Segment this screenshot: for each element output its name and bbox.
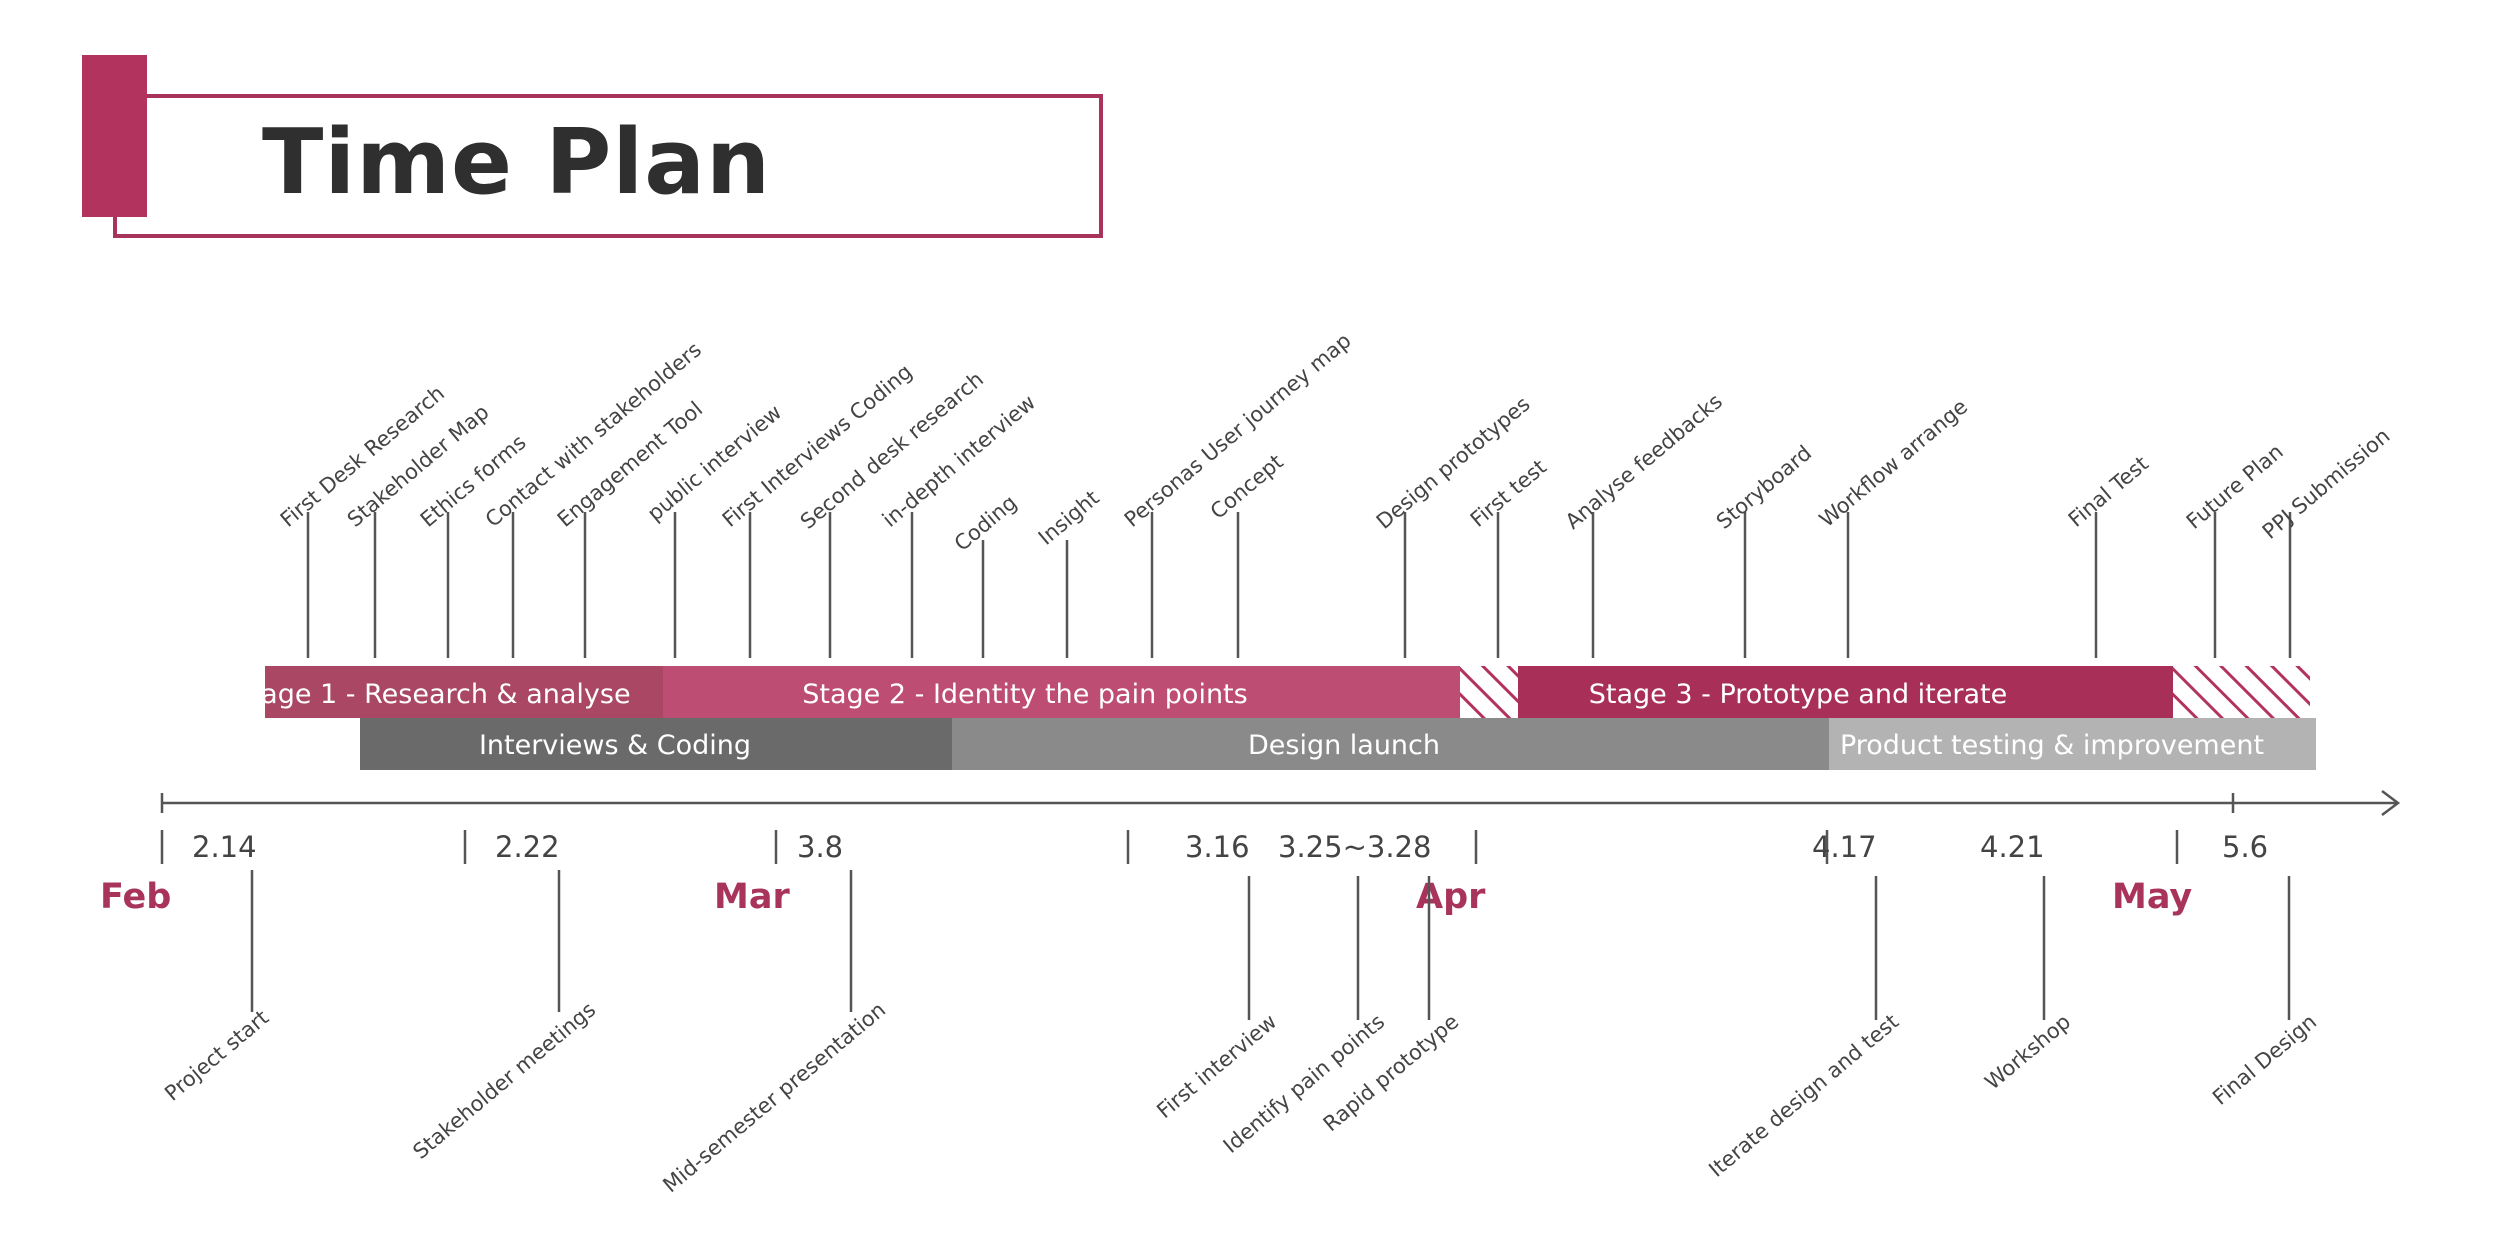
- milestone-labels: Project start Stakeholder meetings Mid-s…: [160, 997, 2321, 1197]
- page-title: Time Plan: [262, 110, 772, 215]
- phase-design-bar: [952, 718, 1829, 770]
- task-label: Analyse feedbacks: [1561, 389, 1727, 534]
- date-label: 2.14: [192, 830, 257, 864]
- task-label: Coding: [950, 490, 1022, 556]
- date-label: 3.16: [1185, 830, 1250, 864]
- month-label: Apr: [1416, 877, 1486, 917]
- stage-3-label: Stage 3 - Prototype and iterate: [1589, 679, 2007, 710]
- phase-interviews-label: Interviews & Coding: [479, 730, 751, 761]
- milestone-label: Final Design: [2208, 1009, 2321, 1109]
- month-label: May: [2112, 877, 2192, 917]
- phase-interviews-bar: [360, 718, 952, 770]
- task-label: Final Test: [2064, 451, 2153, 531]
- month-label: Mar: [714, 877, 790, 917]
- phase-testing-bar: [1829, 718, 2316, 770]
- milestone-label: Workshop: [1980, 1009, 2075, 1094]
- milestone-label: Stakeholder meetings: [408, 997, 600, 1163]
- time-axis: [160, 790, 2401, 816]
- date-label: 4.21: [1980, 830, 2045, 864]
- milestone-label: Project start: [160, 1005, 273, 1105]
- phase-design-label: Design launch: [1248, 730, 1440, 761]
- stage-1-label: Stage 1 - Research & analyse: [233, 679, 630, 710]
- top-task-labels: First Desk Research Stakeholder Map Ethi…: [276, 328, 2395, 555]
- milestone-label: Iterate design and test: [1704, 1009, 1903, 1181]
- stage-3-bar: [1518, 666, 2173, 718]
- date-label: 3.8: [797, 830, 843, 864]
- date-label: 3.25~3.28: [1278, 830, 1431, 864]
- top-task-ticks: [306, 512, 2292, 658]
- title-accent-block: [82, 55, 147, 217]
- title-frame: [113, 94, 1103, 238]
- date-separators: [160, 830, 2179, 864]
- month-label: Feb: [100, 877, 171, 917]
- milestone-label: Rapid prototype: [1319, 1009, 1464, 1136]
- stage-end-hatch: [2173, 666, 2310, 718]
- task-label: First test: [1466, 455, 1551, 532]
- date-labels: 2.14 2.22 3.8 3.16 3.25~3.28 4.17 4.21 5…: [192, 830, 2268, 864]
- date-label: 2.22: [495, 830, 560, 864]
- milestone-ticks: [250, 870, 2291, 1020]
- date-label: 4.17: [1812, 830, 1877, 864]
- month-labels: Feb Mar Apr May: [100, 877, 2192, 917]
- stage-2-label: Stage 2 - Identity the pain points: [802, 679, 1247, 710]
- task-label: Storyboard: [1712, 441, 1816, 534]
- stage-2-bar: [663, 666, 1460, 718]
- stage-1-bar: [265, 666, 665, 718]
- stage-gap-hatch: [1460, 666, 1518, 718]
- task-label: Insight: [1034, 486, 1104, 550]
- date-label: 5.6: [2222, 830, 2268, 864]
- phase-testing-label: Product testing & improvement: [1840, 730, 2264, 761]
- task-label: PPJ Submission: [2258, 424, 2395, 544]
- milestone-label: Mid-semester presentation: [658, 997, 890, 1197]
- task-label: Workflow arrange: [1815, 394, 1972, 532]
- task-label: Design prototypes: [1372, 392, 1535, 534]
